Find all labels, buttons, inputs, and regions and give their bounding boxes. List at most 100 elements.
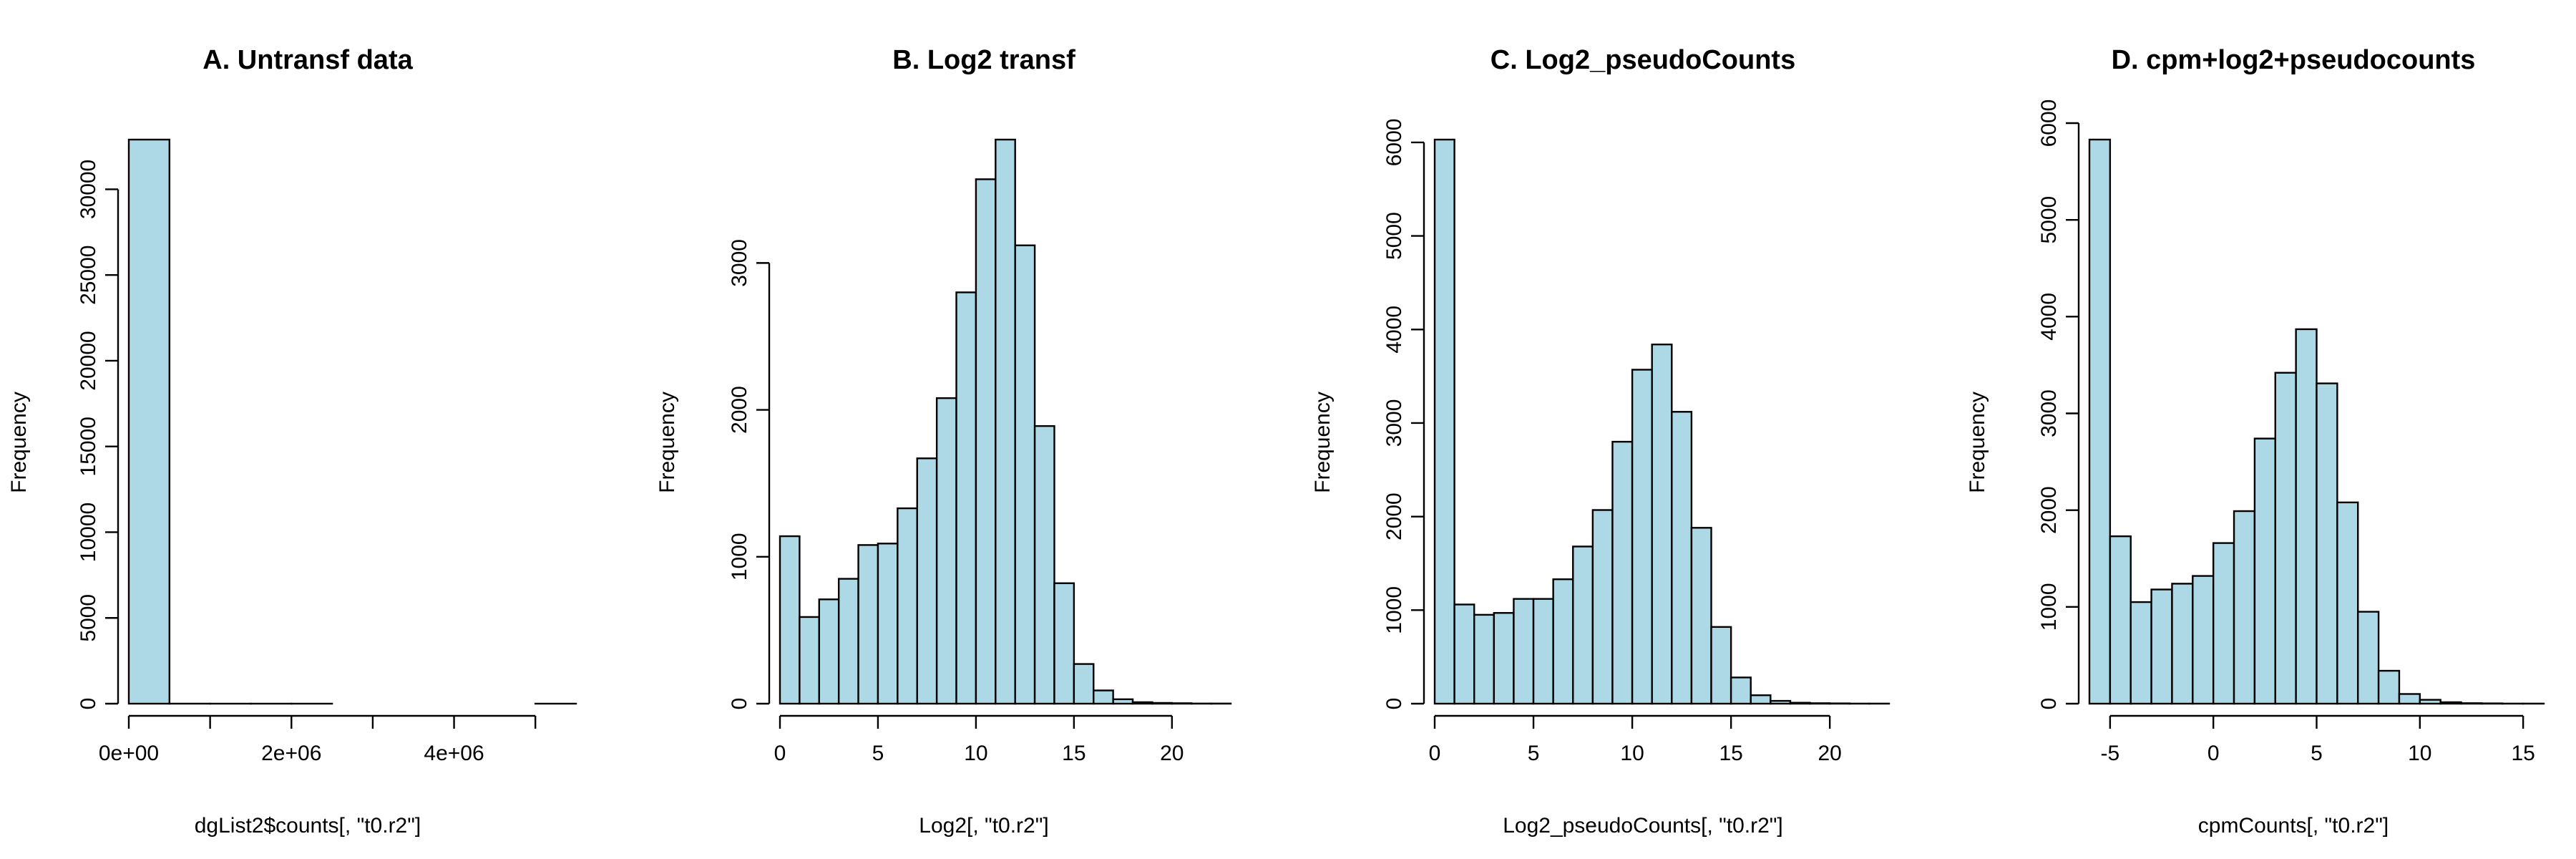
y-tick-label: 3000 xyxy=(728,239,751,287)
histogram-bar xyxy=(2419,699,2441,705)
x-tick-label: 5 xyxy=(2311,742,2323,765)
histogram-bar xyxy=(2233,510,2256,705)
x-tick-label: 10 xyxy=(964,742,987,765)
y-tick-label: 0 xyxy=(1382,698,1406,710)
histogram-bar xyxy=(1131,701,1153,705)
y-tick-label: 1000 xyxy=(728,533,751,581)
x-tick-label: -5 xyxy=(2101,742,2120,765)
x-axis: -5 0 5 10 15 xyxy=(2101,714,2535,765)
y-axis: 0 5000 10000 15000 20000 25000 30000 xyxy=(77,160,119,709)
x-tick-label: 10 xyxy=(2408,742,2431,765)
y-tick-label: 5000 xyxy=(77,594,100,642)
y-axis: 0 1000 2000 3000 4000 5000 6000 xyxy=(2037,100,2080,710)
histogram-bar xyxy=(2212,542,2235,705)
y-axis-label: Frequency xyxy=(7,392,31,493)
y-tick-label: 1000 xyxy=(2037,583,2061,631)
histogram-bar xyxy=(1171,702,1193,705)
y-tick-label: 4000 xyxy=(1382,306,1406,354)
x-axis: 0 5 10 15 20 xyxy=(1429,714,1842,765)
panel-title: A. Untransf data xyxy=(203,45,413,75)
histogram-bar xyxy=(2109,535,2132,705)
histogram-bar xyxy=(1433,138,1455,705)
x-tick-label: 15 xyxy=(2511,742,2534,765)
panel-log2-pseudocounts: C. Log2_pseudoCounts Log2_pseudoCounts[,… xyxy=(1311,45,1890,838)
y-tick-label: 3000 xyxy=(1382,399,1406,447)
x-tick-label: 0 xyxy=(1429,742,1441,765)
histogram-bar xyxy=(2171,583,2194,705)
histogram-bar xyxy=(1710,626,1732,705)
histogram-bar xyxy=(1671,411,1693,705)
y-tick-label: 2000 xyxy=(1382,492,1406,540)
y-tick-label: 0 xyxy=(2037,698,2061,710)
bars xyxy=(2088,138,2545,705)
histogram-bar xyxy=(818,598,840,705)
y-tick-label: 0 xyxy=(728,698,751,710)
histogram-bar xyxy=(955,291,977,705)
histogram-bar xyxy=(2150,588,2173,705)
histogram-bar xyxy=(1473,613,1496,705)
histogram-bar xyxy=(1750,694,1772,705)
panel-cpm-log2-pseudocounts: D. cpm+log2+pseudocounts cpmCounts[, "t0… xyxy=(1966,45,2545,838)
y-tick-label: 20000 xyxy=(77,331,100,390)
x-tick-label: 5 xyxy=(1528,742,1540,765)
y-tick-label: 3000 xyxy=(2037,389,2061,437)
histogram-bar xyxy=(127,138,171,705)
y-tick-label: 5000 xyxy=(1382,212,1406,260)
histogram-bar xyxy=(1729,676,1752,705)
histogram-bar xyxy=(2088,138,2112,705)
x-tick-label: 5 xyxy=(872,742,884,765)
x-tick-label: 2e+06 xyxy=(261,742,321,765)
histogram-bar xyxy=(1651,343,1673,705)
histogram-bar xyxy=(975,178,997,705)
y-tick-label: 15000 xyxy=(77,417,100,476)
x-tick-label: 15 xyxy=(1719,742,1742,765)
x-axis-label: Log2[, "t0.r2"] xyxy=(919,814,1048,838)
y-tick-label: 6000 xyxy=(2037,100,2061,147)
histogram-bar xyxy=(897,507,918,705)
histogram-bar xyxy=(857,544,879,705)
histogram-bar xyxy=(2398,693,2421,705)
histogram-bar xyxy=(1453,603,1475,705)
histogram-bar xyxy=(2295,328,2318,705)
y-axis: 0 1000 2000 3000 xyxy=(728,239,771,710)
histogram-bar xyxy=(1631,369,1653,705)
bars xyxy=(1433,138,1890,705)
y-tick-label: 30000 xyxy=(77,160,100,219)
histogram-bar xyxy=(1611,440,1634,705)
x-axis-label: dgList2$counts[, "t0.r2"] xyxy=(195,814,421,838)
histogram-bar xyxy=(837,578,859,705)
x-tick-label: 15 xyxy=(1062,742,1085,765)
y-tick-label: 1000 xyxy=(1382,586,1406,634)
y-axis-label: Frequency xyxy=(1311,392,1335,493)
histogram-bar xyxy=(1033,424,1055,705)
y-tick-label: 6000 xyxy=(1382,119,1406,167)
y-tick-label: 2000 xyxy=(2037,486,2061,534)
histogram-bar xyxy=(1513,598,1535,705)
x-tick-label: 4e+06 xyxy=(424,742,484,765)
histogram-bar xyxy=(1572,545,1594,705)
y-axis-label: Frequency xyxy=(655,392,679,493)
histogram-bar xyxy=(1690,527,1712,705)
panel-title: B. Log2 transf xyxy=(892,45,1075,75)
histogram-bar xyxy=(799,616,820,705)
panel-title: D. cpm+log2+pseudocounts xyxy=(2112,45,2476,75)
histogram-bar xyxy=(1770,699,1792,705)
y-tick-label: 25000 xyxy=(77,245,100,304)
x-tick-label: 10 xyxy=(1620,742,1644,765)
histogram-bar xyxy=(995,138,1016,705)
histogram-bar xyxy=(1112,698,1134,705)
histogram-bar xyxy=(1591,509,1614,705)
x-axis: 0e+00 2e+06 4e+06 xyxy=(99,714,537,765)
histogram-bar xyxy=(1014,244,1036,705)
x-tick-label: 0 xyxy=(2207,742,2220,765)
panel-untransformed: A. Untransf data dgList2$counts[, "t0.r2… xyxy=(7,45,577,838)
histogram-bar xyxy=(2377,669,2401,705)
histogram-bar xyxy=(1151,702,1174,705)
histogram-bar xyxy=(2274,372,2297,705)
x-axis-label: Log2_pseudoCounts[, "t0.r2"] xyxy=(1503,814,1783,838)
histogram-bar xyxy=(2192,575,2215,705)
y-tick-label: 4000 xyxy=(2037,293,2061,341)
x-tick-label: 0 xyxy=(774,742,786,765)
